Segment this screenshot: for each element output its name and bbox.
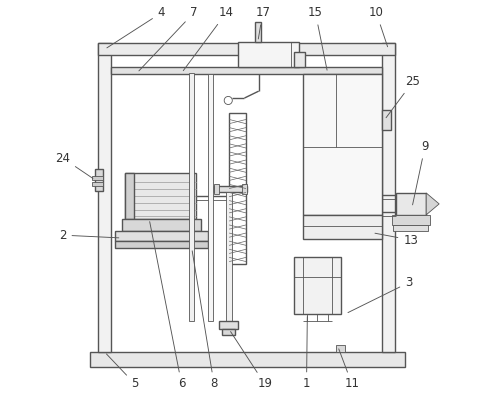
Bar <box>115 241 208 248</box>
Text: 4: 4 <box>107 7 165 48</box>
Bar <box>95 169 103 190</box>
Text: 3: 3 <box>348 276 413 313</box>
Text: 1: 1 <box>303 317 310 390</box>
Text: 6: 6 <box>150 222 185 390</box>
Bar <box>336 346 346 352</box>
Text: 19: 19 <box>231 332 272 390</box>
Text: 17: 17 <box>255 7 270 39</box>
Bar <box>115 231 208 241</box>
Bar <box>125 173 196 219</box>
Text: 10: 10 <box>369 7 387 47</box>
Text: 2: 2 <box>59 229 119 242</box>
Bar <box>229 114 246 263</box>
Text: 7: 7 <box>139 7 198 71</box>
Polygon shape <box>426 193 439 215</box>
Text: 8: 8 <box>192 251 218 390</box>
Bar <box>293 52 305 67</box>
Bar <box>208 74 213 321</box>
Bar <box>383 110 391 130</box>
Bar <box>125 173 134 219</box>
Text: 15: 15 <box>308 7 327 70</box>
Bar <box>303 215 383 239</box>
Bar <box>222 329 235 335</box>
Bar <box>242 184 247 194</box>
Bar <box>90 352 405 367</box>
Text: 25: 25 <box>386 75 420 118</box>
Bar <box>92 176 104 180</box>
Bar <box>239 42 299 67</box>
Bar <box>383 43 394 352</box>
Text: 5: 5 <box>106 354 139 390</box>
Bar <box>393 225 428 231</box>
Bar <box>254 22 261 42</box>
Text: 13: 13 <box>375 233 418 247</box>
Bar <box>189 73 194 321</box>
Text: 9: 9 <box>413 140 429 205</box>
Text: 24: 24 <box>55 151 93 178</box>
Bar <box>110 67 383 74</box>
Bar <box>99 43 394 55</box>
Bar <box>214 184 219 194</box>
Bar <box>214 186 247 192</box>
Bar <box>99 43 110 352</box>
Bar <box>396 193 426 215</box>
Bar <box>226 192 232 321</box>
Bar <box>303 74 383 215</box>
Bar <box>294 257 341 314</box>
Bar <box>392 215 430 225</box>
Bar <box>122 219 201 231</box>
Bar <box>92 182 104 186</box>
Text: 14: 14 <box>183 7 234 71</box>
Bar <box>219 321 239 329</box>
Text: 11: 11 <box>339 349 359 390</box>
